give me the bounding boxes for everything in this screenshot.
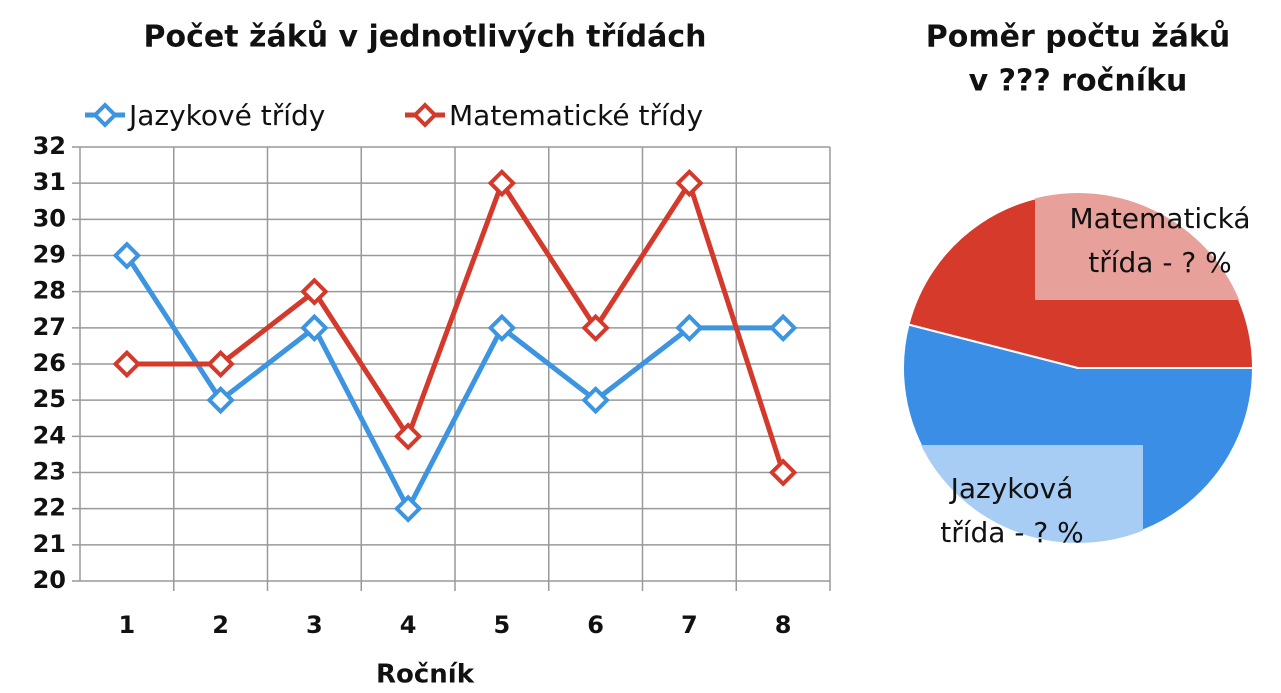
y-tick-label: 27 xyxy=(33,313,66,341)
slice-label: třída - ? % xyxy=(1088,246,1231,279)
y-tick-label: 32 xyxy=(33,132,66,160)
x-tick-label: 4 xyxy=(400,611,417,639)
x-tick-label: 6 xyxy=(587,611,604,639)
point xyxy=(206,386,235,415)
x-tick-label: 1 xyxy=(119,611,136,639)
y-tick-label: 30 xyxy=(33,204,66,232)
point xyxy=(675,313,704,342)
line-title: Počet žáků v jednotlivých třídách xyxy=(144,19,707,55)
slice-label: Matematická xyxy=(1070,202,1251,235)
y-tick-label: 26 xyxy=(33,349,66,377)
point xyxy=(487,313,517,342)
y-tick-label: 20 xyxy=(33,566,66,594)
point xyxy=(581,313,610,342)
x-tick-label: 5 xyxy=(494,611,511,639)
point xyxy=(300,313,329,342)
y-tick-label: 31 xyxy=(33,168,66,196)
point xyxy=(393,422,423,451)
point xyxy=(300,277,329,306)
series-line xyxy=(126,180,786,474)
y-tick-label: 24 xyxy=(33,421,66,449)
y-tick-label: 28 xyxy=(33,277,66,305)
point xyxy=(768,313,798,342)
x-axis-title: Ročník xyxy=(376,660,475,690)
y-tick-label: 25 xyxy=(33,385,66,413)
point xyxy=(768,458,798,487)
point xyxy=(206,349,235,379)
y-tick-label: 23 xyxy=(33,458,66,486)
series-line xyxy=(124,254,784,512)
point xyxy=(675,169,704,198)
legend-label: Matematické třídy xyxy=(449,99,703,132)
x-tick-label: 3 xyxy=(306,611,323,639)
slice-label: třída - ? % xyxy=(940,516,1083,549)
point xyxy=(393,494,423,523)
y-tick-label: 22 xyxy=(33,494,66,522)
point xyxy=(112,349,142,379)
x-tick-label: 2 xyxy=(212,611,229,639)
y-tick-label: 29 xyxy=(33,241,66,269)
legend-marker xyxy=(92,102,118,128)
point xyxy=(581,386,610,415)
x-tick-label: 8 xyxy=(775,611,792,639)
y-tick-label: 21 xyxy=(33,530,66,558)
legend-marker xyxy=(412,102,438,128)
pie-title: Poměr počtu žáků xyxy=(926,19,1230,55)
x-tick-label: 7 xyxy=(681,611,698,639)
legend-label: Jazykové třídy xyxy=(127,99,325,132)
slice-label: Jazyková xyxy=(949,472,1074,505)
point xyxy=(487,169,517,198)
point xyxy=(112,241,142,270)
pie-title: v ??? ročníku xyxy=(969,64,1188,99)
